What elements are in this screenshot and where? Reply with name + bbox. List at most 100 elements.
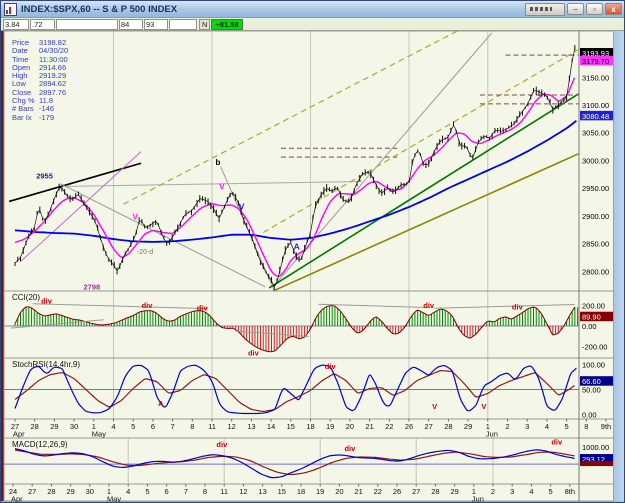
date-tick-label: 18	[297, 487, 305, 496]
trendline	[268, 93, 579, 289]
date-tick-label: 11	[220, 487, 228, 496]
date-tick-label: 4	[529, 487, 533, 496]
window-buttons: – ▫ x	[525, 2, 624, 16]
date-tick-label: 9th	[601, 422, 611, 431]
trendline	[20, 151, 142, 262]
date-tick-label: 7	[184, 487, 188, 496]
macd-signal-line	[14, 449, 575, 476]
restore-button[interactable]: ▫	[586, 3, 603, 15]
axis-value-badge	[580, 110, 613, 121]
cci-trendline	[434, 304, 575, 309]
date-tick-label: 1	[92, 422, 96, 431]
date-tick-label: 21	[365, 422, 373, 431]
date-tick-label: 19	[316, 487, 324, 496]
date-tick-label: 30	[86, 487, 94, 496]
axis-tick-label: 1000.00	[582, 443, 609, 452]
annotation-2798: 2798	[83, 282, 100, 291]
axis-tick-label: 2850.00	[582, 240, 609, 249]
date-tick-label: 20	[335, 487, 343, 496]
annotation-V: V	[132, 211, 138, 221]
date-tick-label: 8	[190, 422, 194, 431]
date-tick-label: 29	[464, 422, 472, 431]
info-row: # Bars -146	[12, 104, 55, 114]
annotation-div: div	[551, 438, 563, 447]
date-tick-label: 19	[326, 422, 334, 431]
date-tick-label: 2	[491, 487, 495, 496]
net-change-badge: +81.58	[211, 18, 243, 30]
date-tick-label: 15	[278, 487, 286, 496]
date-tick-label: 1	[472, 487, 476, 496]
axis-tick-label: 200.00	[582, 301, 605, 310]
date-tick-label: 27	[28, 487, 36, 496]
date-tick-label: 7	[171, 422, 175, 431]
toolbar-field[interactable]: .72	[30, 18, 55, 30]
month-label: Jun	[472, 495, 484, 503]
close-button[interactable]: x	[605, 3, 622, 15]
axis-tick-label: 3050.00	[582, 129, 609, 138]
axis-tick-label: 0.00	[582, 411, 597, 420]
annotation-V: V	[481, 402, 486, 411]
date-tick-label: 26	[405, 422, 413, 431]
date-tick-label: 1	[486, 422, 490, 431]
date-tick-label: 12	[239, 487, 247, 496]
axis-badge-label: 3080.48	[582, 112, 609, 121]
date-tick-label: 20	[346, 422, 354, 431]
date-tick-label: 6	[165, 487, 169, 496]
titlebar-tool-button[interactable]	[525, 2, 565, 16]
date-tick-label: 2	[505, 422, 509, 431]
cci-trendline	[318, 303, 431, 309]
date-tick-label: 27	[11, 422, 19, 431]
macd-signal-badge	[580, 461, 613, 467]
axis-badge-label: 66.60	[582, 377, 601, 386]
toolbar-field[interactable]	[56, 18, 118, 30]
minimize-button[interactable]: –	[567, 3, 584, 15]
date-tick-label: 3	[525, 422, 529, 431]
slow-ma-line	[14, 119, 577, 243]
right-frame-strip[interactable]	[613, 31, 624, 502]
date-tick-label: 8	[203, 487, 207, 496]
date-tick-label: 13	[247, 422, 255, 431]
date-tick-label: 28	[431, 487, 439, 496]
cci-label: CCI(20)	[12, 293, 40, 302]
date-tick-label: 6	[151, 422, 155, 431]
axis-badge-label: 3193.93	[582, 49, 609, 58]
date-tick-label: 28	[444, 422, 452, 431]
date-tick-label: 3	[510, 487, 514, 496]
date-tick-label: 4	[111, 422, 115, 431]
window-title: INDEX:$SPX,60 -- S & P 500 INDEX	[21, 3, 178, 15]
info-row: Open 2914.66	[12, 62, 67, 72]
axis-tick-label: 100.00	[582, 361, 605, 370]
date-tick-label: 8	[584, 422, 588, 431]
axis-badge-label: 3179.70	[582, 57, 609, 66]
month-label: May	[107, 495, 121, 503]
date-tick-label: 22	[374, 487, 382, 496]
n-flag-label: N	[199, 18, 211, 30]
toolbar-field[interactable]: 84	[119, 18, 143, 30]
toolbar-field[interactable]	[169, 18, 197, 30]
annotation--20-d: -20-d	[137, 249, 153, 256]
stoch-label: StochRSI(14,4hr,9)	[12, 360, 80, 369]
title-bar[interactable]: INDEX:$SPX,60 -- S & P 500 INDEX – ▫ x	[1, 1, 624, 18]
info-row: Low 2894.62	[12, 79, 67, 89]
date-tick-label: 24	[9, 487, 17, 496]
cci-trendline	[11, 319, 104, 329]
date-tick-label: 5	[549, 487, 553, 496]
axis-badge-label: 89.90	[582, 313, 601, 322]
chart-background	[4, 31, 613, 501]
macd-panel	[4, 448, 579, 479]
axis-value-badge	[580, 47, 613, 58]
cci-trendline	[32, 303, 209, 310]
toolbar-field[interactable]: 93	[144, 18, 168, 30]
stoch-panel	[4, 364, 579, 415]
date-tick-label: 8th	[565, 487, 575, 496]
trendline	[8, 162, 142, 203]
toolbar-field[interactable]: 3.84	[3, 18, 29, 30]
axis-value-badge	[580, 454, 613, 464]
axis-tick-label: 50.00	[582, 386, 601, 395]
month-label: Apr	[11, 495, 23, 503]
month-label: Jun	[486, 430, 498, 439]
left-frame-strip	[1, 31, 4, 501]
